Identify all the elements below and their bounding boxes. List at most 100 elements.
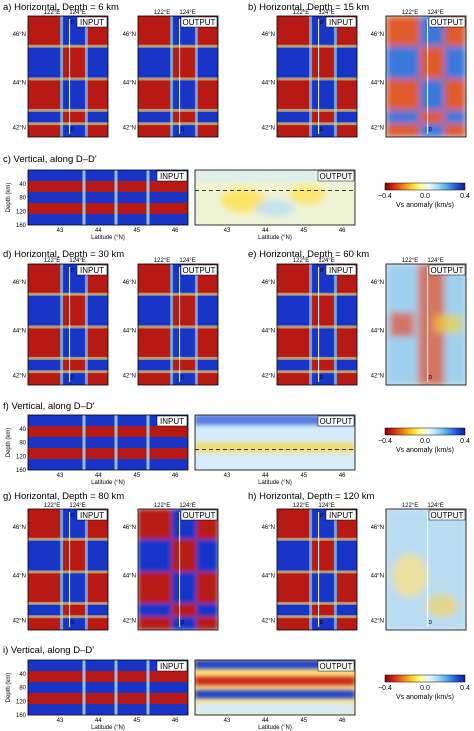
map-g-input-label: INPUT xyxy=(80,511,104,520)
section-c-input-depth-label: Depth (km) xyxy=(6,183,12,213)
cb1-tick: −0.4 xyxy=(378,193,392,200)
map-b-input-point-dp: D' xyxy=(320,20,325,26)
map-h-input-cell xyxy=(277,539,311,572)
map-d-output-lon-tick: 122°E xyxy=(154,258,170,264)
map-g-input-cell xyxy=(61,539,87,572)
section-i-output-label: OUTPUT xyxy=(320,662,353,671)
map-b-output-cell xyxy=(444,110,466,124)
section-f-input-lat-label: Latitude (°N) xyxy=(91,480,125,486)
cb1-tick: 0.4 xyxy=(460,193,470,200)
map-d-input-sep-h xyxy=(28,325,108,329)
panel-f-title: f) Vertical, along D–D' xyxy=(3,401,95,412)
map-b-input-sep-v xyxy=(309,16,313,137)
section-c-output-lat-tick: 45 xyxy=(300,228,307,234)
map-b-input-lon-tick: 122°E xyxy=(293,10,309,16)
map-h-input-point-dp: D' xyxy=(320,513,325,519)
map-d-input-cell xyxy=(61,358,87,372)
section-f-input-band xyxy=(28,437,188,448)
section-f-output: OUTPUT 43 44 45 46 Latitude (°N) xyxy=(194,414,356,486)
map-d-output-sep-h xyxy=(138,370,218,374)
map-g-output-lon-tick: 124°E xyxy=(179,503,195,509)
map-d-output-cell xyxy=(171,326,197,359)
section-f-output-frame xyxy=(194,414,356,471)
map-b-input: D D' INPUT 122°E 124°E 46°N 44°N 42°N xyxy=(262,10,358,138)
map-g-output-cell xyxy=(138,509,172,540)
section-c-output: OUTPUT 43 44 45 46 Latitude (°N) xyxy=(194,169,356,241)
map-g-input-sep-h xyxy=(28,537,108,541)
map-g-output-cells xyxy=(138,509,218,630)
section-c-input-lat-label: Latitude (°N) xyxy=(91,235,125,241)
map-d-output-point-d: D xyxy=(181,375,185,381)
map-d-input-cell xyxy=(86,326,108,359)
cb2-label: Vs anomaly (km/s) xyxy=(396,447,454,454)
map-g-input-lat-tick: 46°N xyxy=(13,525,26,531)
map-h-input-field xyxy=(277,509,357,630)
map-e-output-label: OUTPUT xyxy=(431,266,464,275)
map-b-input-cell xyxy=(277,46,311,79)
section-i-output: OUTPUT 43 44 45 46 Latitude (°N) xyxy=(194,659,356,731)
map-e-input-cell xyxy=(310,326,336,359)
map-g-output-cell xyxy=(138,539,172,572)
map-g-input: D D' INPUT 122°E 124°E 46°N 44°N 42°N xyxy=(13,503,109,631)
map-d-input-sep-h xyxy=(28,370,108,374)
section-f-input-depth-label: Depth (km) xyxy=(6,428,12,458)
map-b-output-lon-tick: 124°E xyxy=(427,10,443,16)
section-i-input-sep xyxy=(82,660,86,715)
map-d-input-cell xyxy=(28,371,62,385)
map-g-input-label-box xyxy=(76,509,108,521)
map-h-input-sep-h xyxy=(277,615,357,619)
map-g-input-cell xyxy=(86,571,108,604)
section-c-output-label-box xyxy=(317,170,355,182)
section-c-output-blob xyxy=(289,184,325,205)
map-a-output-field xyxy=(138,16,218,137)
map-a-input-sep-h xyxy=(28,77,108,81)
map-h-input-lon-tick: 122°E xyxy=(293,503,309,509)
map-b-input-cell xyxy=(310,110,336,124)
section-c-input-field xyxy=(28,170,188,225)
panel-i-title: i) Vertical, along D–D' xyxy=(3,645,94,656)
section-f-input-lat-tick: 45 xyxy=(133,473,140,479)
map-h-input-sep-h xyxy=(277,537,357,541)
section-i-output-band xyxy=(195,690,355,699)
map-e-input-cell xyxy=(310,358,336,372)
section-c-input-sep xyxy=(82,170,86,225)
section-c-output-blobs xyxy=(221,184,325,217)
map-b-input-field xyxy=(277,16,357,137)
map-a-output-cell xyxy=(171,46,197,79)
map-a-input-lon-tick: 122°E xyxy=(44,10,60,16)
map-d-input-point-dp: D' xyxy=(71,268,76,274)
map-d-output-cell xyxy=(196,371,218,385)
map-g-output-cell xyxy=(138,616,172,630)
section-i-output-lat-tick: 44 xyxy=(262,718,269,724)
panel-g-title: g) Horizontal, Depth = 80 km xyxy=(3,491,124,502)
section-i-output-band xyxy=(195,702,355,715)
section-c-input-band xyxy=(28,192,188,203)
section-f-input-depth-tick: 120 xyxy=(16,454,27,460)
section-f-input-field xyxy=(28,415,188,470)
section-c-output-lat-tick: 44 xyxy=(262,228,269,234)
section-f-input-label: INPUT xyxy=(160,417,184,426)
map-a-output-lat-tick: 44°N xyxy=(123,81,136,87)
map-g-input-cell xyxy=(28,603,62,617)
map-g-input-lon-tick: 124°E xyxy=(69,503,85,509)
map-b-input-lat-tick: 44°N xyxy=(262,81,275,87)
map-h-input-lat-tick: 46°N xyxy=(262,525,275,531)
section-c-input-label-box xyxy=(156,170,188,182)
map-b-input-cell xyxy=(277,110,311,124)
map-b-output-cell xyxy=(444,46,466,79)
map-d-input-cell xyxy=(61,326,87,359)
map-e-input-cells xyxy=(277,264,357,385)
map-d-input-cell xyxy=(28,294,62,327)
map-h-input-cells xyxy=(277,509,357,630)
map-a-output-cell xyxy=(138,123,172,137)
map-a-input: D D' INPUT 122°E 124°E 46°N 44°N 42°N xyxy=(13,10,109,138)
section-i-output-frame xyxy=(194,659,356,716)
map-g-output-cell xyxy=(138,571,172,604)
map-b-output-lat-tick: 42°N xyxy=(371,125,384,131)
map-b-input-sep-h xyxy=(277,44,357,48)
map-d-output-cell xyxy=(196,326,218,359)
map-h-output-lat-tick: 46°N xyxy=(371,525,384,531)
map-b-output-label: OUTPUT xyxy=(431,18,464,27)
map-d-input-label: INPUT xyxy=(80,266,104,275)
